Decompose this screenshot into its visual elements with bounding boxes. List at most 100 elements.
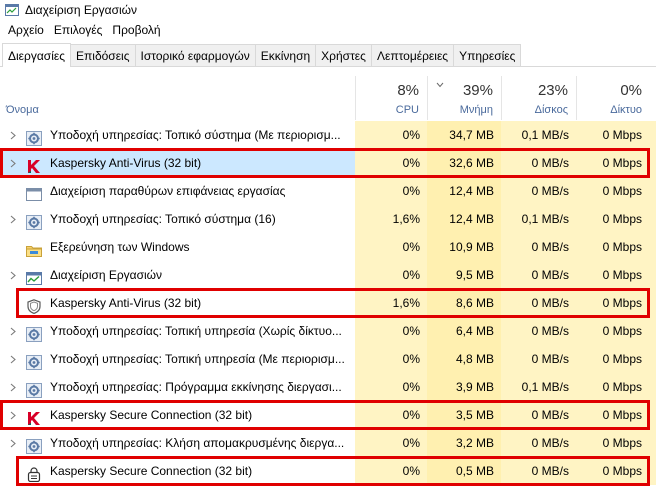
process-row[interactable]: Υποδοχή υπηρεσίας: Κλήση απομακρυσμένης …	[0, 429, 656, 457]
process-name: Υποδοχή υπηρεσίας: Τοπικό σύστημα (Με πε…	[50, 128, 341, 142]
process-name: Διαχείριση παραθύρων επιφάνειας εργασίας	[50, 184, 286, 198]
memory-value: 9,5 MB	[427, 261, 501, 289]
menu-file[interactable]: Αρχείο	[8, 23, 44, 37]
column-name-header[interactable]: Όνομα	[6, 104, 39, 116]
tab-details[interactable]: Λεπτομέρειες	[370, 44, 455, 66]
expand-chevron-icon[interactable]	[6, 149, 20, 177]
process-name: Υποδοχή υπηρεσίας: Κλήση απομακρυσμένης …	[50, 436, 345, 450]
gear-icon	[26, 212, 42, 230]
tab-startup[interactable]: Εκκίνηση	[254, 44, 317, 66]
cpu-value: 0%	[355, 317, 427, 345]
expand-chevron-icon[interactable]	[6, 373, 20, 401]
network-value: 0 Mbps	[576, 317, 656, 345]
process-row[interactable]: Υποδοχή υπηρεσίας: Τοπικό σύστημα (16) 1,…	[0, 205, 656, 233]
memory-value: 6,4 MB	[427, 317, 501, 345]
memory-value: 34,7 MB	[427, 121, 501, 149]
process-name: Kaspersky Secure Connection (32 bit)	[50, 408, 253, 422]
process-row[interactable]: Υποδοχή υπηρεσίας: Τοπικό σύστημα (Με πε…	[0, 121, 656, 149]
process-row[interactable]: Διαχείριση Εργασιών 0% 9,5 MB 0 MB/s 0 Mbps	[0, 261, 656, 289]
task-manager-icon	[26, 268, 42, 285]
disk-value: 0 MB/s	[501, 317, 576, 345]
process-row[interactable]: Kaspersky Anti-Virus (32 bit) 0% 32,6 MB 0 …	[0, 149, 656, 177]
column-cpu-header[interactable]: 8% CPU	[355, 76, 427, 120]
title-bar: Διαχείριση Εργασιών	[0, 0, 656, 20]
process-row[interactable]: Kaspersky Secure Connection (32 bit) 0% 3,…	[0, 401, 656, 429]
process-row[interactable]: Υποδοχή υπηρεσίας: Τοπική υπηρεσία (Με π…	[0, 345, 656, 373]
task-manager-app-icon	[5, 4, 19, 16]
gear-icon	[26, 324, 42, 342]
network-value: 0 Mbps	[576, 261, 656, 289]
disk-value: 0 MB/s	[501, 289, 576, 317]
expand-placeholder	[6, 289, 20, 317]
process-name: Υποδοχή υπηρεσίας: Τοπική υπηρεσία (Με π…	[50, 352, 345, 366]
memory-total: 39%	[462, 82, 493, 99]
disk-value: 0 MB/s	[501, 401, 576, 429]
menu-bar: Αρχείο Επιλογές Προβολή	[0, 20, 656, 40]
network-value: 0 Mbps	[576, 289, 656, 317]
window-title: Διαχείριση Εργασιών	[25, 3, 138, 17]
process-name: Kaspersky Secure Connection (32 bit)	[50, 464, 253, 478]
kaspersky-vpn-icon	[26, 464, 42, 483]
network-value: 0 Mbps	[576, 457, 656, 485]
network-value: 0 Mbps	[576, 401, 656, 429]
expand-placeholder	[6, 457, 20, 485]
cpu-value: 0%	[355, 401, 427, 429]
cpu-value: 0%	[355, 149, 427, 177]
menu-options[interactable]: Επιλογές	[53, 23, 103, 37]
process-name: Υποδοχή υπηρεσίας: Πρόγραμμα εκκίνησης δ…	[50, 380, 342, 394]
tab-performance[interactable]: Επιδόσεις	[70, 44, 136, 66]
gear-icon	[26, 380, 42, 398]
kaspersky-k-icon	[26, 408, 42, 425]
process-row[interactable]: Kaspersky Anti-Virus (32 bit) 1,6% 8,6 MB 0…	[0, 289, 656, 317]
disk-value: 0 MB/s	[501, 261, 576, 289]
expand-chevron-icon[interactable]	[6, 345, 20, 373]
memory-value: 4,8 MB	[427, 345, 501, 373]
network-value: 0 Mbps	[576, 233, 656, 261]
process-row[interactable]: Διαχείριση παραθύρων επιφάνειας εργασίας…	[0, 177, 656, 205]
expand-chevron-icon[interactable]	[6, 401, 20, 429]
process-name: Kaspersky Anti-Virus (32 bit)	[50, 156, 202, 170]
column-memory-header[interactable]: 39% Μνήμη	[427, 76, 501, 120]
expand-chevron-icon[interactable]	[6, 121, 20, 149]
network-total: 0%	[620, 82, 642, 99]
menu-view[interactable]: Προβολή	[112, 23, 161, 37]
process-name: Kaspersky Anti-Virus (32 bit)	[50, 296, 202, 310]
memory-value: 32,6 MB	[427, 149, 501, 177]
network-value: 0 Mbps	[576, 177, 656, 205]
process-list: Υποδοχή υπηρεσίας: Τοπικό σύστημα (Με πε…	[0, 121, 656, 485]
column-disk-header[interactable]: 23% Δίσκος	[501, 76, 576, 120]
cpu-value: 0%	[355, 261, 427, 289]
expand-chevron-icon[interactable]	[6, 317, 20, 345]
process-row[interactable]: Υποδοχή υπηρεσίας: Πρόγραμμα εκκίνησης δ…	[0, 373, 656, 401]
expand-chevron-icon[interactable]	[6, 261, 20, 289]
memory-value: 8,6 MB	[427, 289, 501, 317]
network-value: 0 Mbps	[576, 149, 656, 177]
tab-users[interactable]: Χρήστες	[315, 44, 372, 66]
cpu-total: 8%	[397, 82, 419, 99]
gear-icon	[26, 436, 42, 454]
disk-label: Δίσκος	[534, 104, 568, 116]
cpu-value: 0%	[355, 373, 427, 401]
tab-bar: Διεργασίες Επιδόσεις Ιστορικό εφαρμογών …	[0, 43, 656, 67]
cpu-value: 0%	[355, 457, 427, 485]
memory-value: 0,5 MB	[427, 457, 501, 485]
gear-icon	[26, 352, 42, 370]
disk-value: 0 MB/s	[501, 149, 576, 177]
tab-processes[interactable]: Διεργασίες	[2, 43, 71, 67]
process-row[interactable]: Εξερεύνηση των Windows 0% 10,9 MB 0 MB/s 0 M…	[0, 233, 656, 261]
expand-chevron-icon[interactable]	[6, 205, 20, 233]
memory-value: 10,9 MB	[427, 233, 501, 261]
disk-value: 0 MB/s	[501, 429, 576, 457]
cpu-value: 1,6%	[355, 205, 427, 233]
cpu-value: 0%	[355, 345, 427, 373]
disk-value: 0 MB/s	[501, 233, 576, 261]
process-row[interactable]: Kaspersky Secure Connection (32 bit) 0% 0,…	[0, 457, 656, 485]
network-label: Δίκτυο	[610, 104, 642, 116]
column-network-header[interactable]: 0% Δίκτυο	[576, 76, 656, 120]
process-row[interactable]: Υποδοχή υπηρεσίας: Τοπική υπηρεσία (Χωρί…	[0, 317, 656, 345]
tab-services[interactable]: Υπηρεσίες	[453, 44, 522, 66]
network-value: 0 Mbps	[576, 205, 656, 233]
sort-chevron-down-icon	[436, 82, 444, 88]
tab-app-history[interactable]: Ιστορικό εφαρμογών	[134, 44, 256, 66]
expand-chevron-icon[interactable]	[6, 429, 20, 457]
